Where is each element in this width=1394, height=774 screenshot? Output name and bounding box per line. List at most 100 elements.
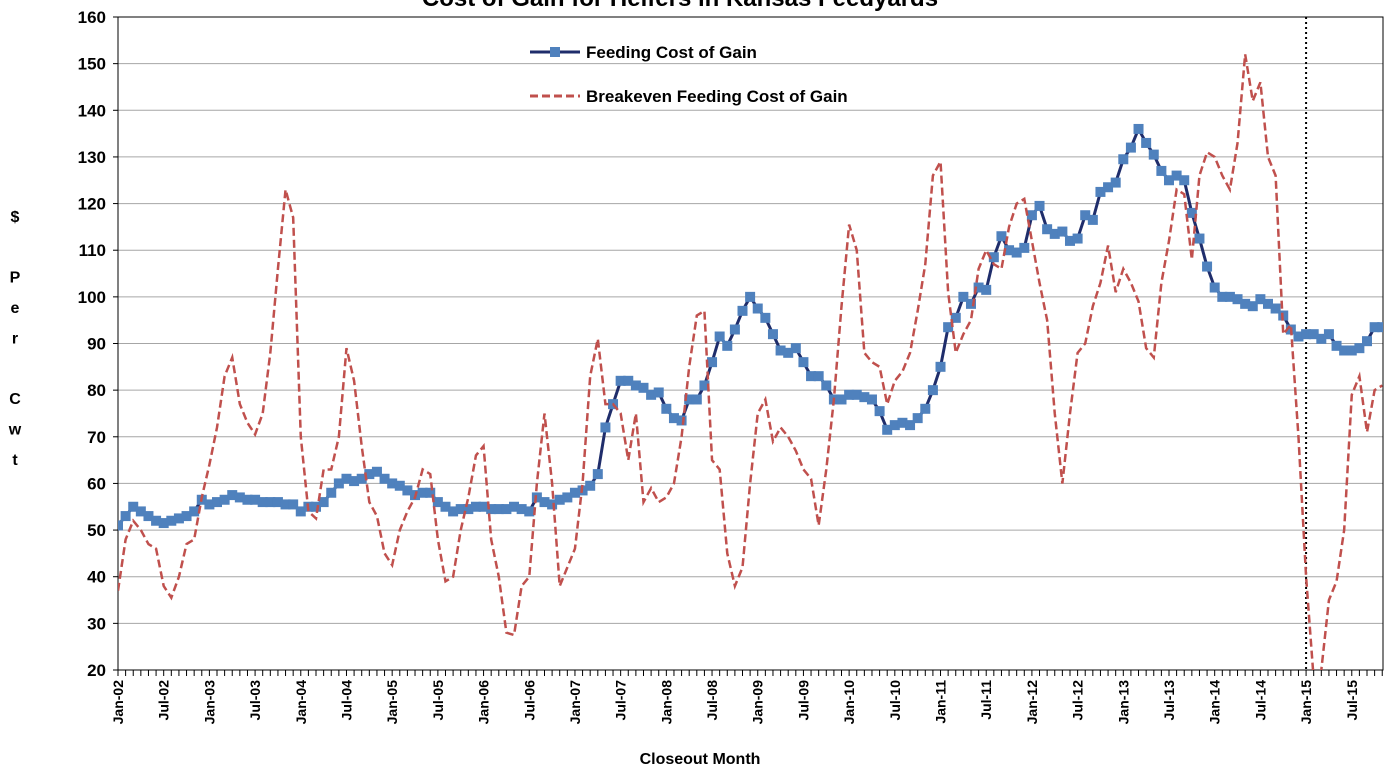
data-point <box>1308 329 1319 340</box>
data-point <box>1042 224 1053 235</box>
plot-area <box>118 54 1383 670</box>
data-point <box>1293 331 1304 342</box>
data-point <box>775 345 786 356</box>
data-point <box>333 478 344 489</box>
data-point <box>1026 210 1037 221</box>
legend-marker <box>550 47 560 57</box>
data-point <box>752 303 763 314</box>
data-point <box>402 485 413 496</box>
data-point <box>539 497 550 508</box>
data-point <box>516 504 527 515</box>
data-point <box>585 480 596 491</box>
data-point <box>432 497 443 508</box>
y-tick-label: 20 <box>87 661 106 680</box>
x-tick-label: Jul-03 <box>247 680 263 721</box>
data-point <box>783 347 794 358</box>
data-point <box>1057 226 1068 237</box>
data-point <box>866 394 877 405</box>
data-point <box>653 387 664 398</box>
data-point <box>1346 345 1357 356</box>
data-point <box>173 513 184 524</box>
data-point <box>615 375 626 386</box>
data-point <box>1179 175 1190 186</box>
y-tick-label: 150 <box>78 55 106 74</box>
data-point <box>257 497 268 508</box>
x-tick-label: Jan-12 <box>1024 680 1040 725</box>
x-tick-label: Jan-10 <box>841 680 857 725</box>
data-point <box>813 371 824 382</box>
data-point <box>1331 340 1342 351</box>
data-point <box>676 415 687 426</box>
data-point <box>874 406 885 417</box>
legend-label: Breakeven Feeding Cost of Gain <box>586 87 848 106</box>
data-point <box>1118 154 1129 165</box>
data-point <box>227 490 238 501</box>
x-tick-label: Jan-08 <box>658 680 674 725</box>
data-point <box>478 501 489 512</box>
data-point <box>311 501 322 512</box>
data-point <box>1163 175 1174 186</box>
data-point <box>547 499 558 510</box>
data-point <box>699 380 710 391</box>
data-point <box>569 487 580 498</box>
data-point <box>1125 142 1136 153</box>
data-point <box>265 497 276 508</box>
series-line <box>118 54 1383 670</box>
data-point <box>630 380 641 391</box>
data-point <box>379 473 390 484</box>
data-point <box>806 371 817 382</box>
data-point <box>1301 329 1312 340</box>
data-point <box>1362 336 1373 347</box>
x-tick-label: Jan-11 <box>933 680 949 724</box>
data-point <box>151 515 162 526</box>
data-point <box>958 291 969 302</box>
data-point <box>1034 200 1045 211</box>
data-point <box>1103 182 1114 193</box>
data-point <box>638 382 649 393</box>
x-tick-label: Jul-10 <box>887 680 903 721</box>
data-point <box>562 492 573 503</box>
data-point <box>844 389 855 400</box>
x-tick-label: Jul-11 <box>978 680 994 720</box>
data-point <box>1156 165 1167 176</box>
data-point <box>912 413 923 424</box>
data-point <box>1148 149 1159 160</box>
data-point <box>691 394 702 405</box>
data-point <box>950 312 961 323</box>
data-point <box>859 392 870 403</box>
data-point <box>1202 261 1213 272</box>
x-tick-label: Jul-13 <box>1161 680 1177 721</box>
chart-title: Cost of Gain for Heifers in Kansas Feedy… <box>422 0 938 12</box>
x-tick-label: Jul-07 <box>613 680 629 721</box>
data-point <box>760 312 771 323</box>
data-point <box>1369 322 1380 333</box>
data-point <box>448 506 459 517</box>
data-point <box>501 504 512 515</box>
data-point <box>821 380 832 391</box>
data-point <box>684 394 695 405</box>
data-point <box>737 305 748 316</box>
data-point <box>1087 214 1098 225</box>
data-point <box>1095 186 1106 197</box>
data-point <box>1064 235 1075 246</box>
data-point <box>120 511 131 522</box>
data-point <box>463 504 474 515</box>
data-point <box>440 501 451 512</box>
x-tick-label: Jan-14 <box>1207 680 1223 725</box>
data-point <box>1072 233 1083 244</box>
y-tick-label: 140 <box>78 101 106 120</box>
data-point <box>1171 170 1182 181</box>
data-point <box>668 413 679 424</box>
legend-label: Feeding Cost of Gain <box>586 43 757 62</box>
data-point <box>905 420 916 431</box>
data-point <box>318 497 329 508</box>
data-point <box>242 494 253 505</box>
data-point <box>920 403 931 414</box>
data-point <box>1209 282 1220 293</box>
data-point <box>798 357 809 368</box>
data-point <box>288 499 299 510</box>
data-point <box>714 331 725 342</box>
data-point <box>417 487 428 498</box>
